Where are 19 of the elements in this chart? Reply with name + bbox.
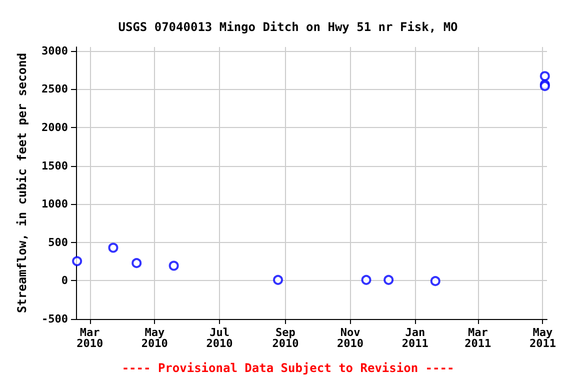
y-axis-title: Streamflow, in cubic feet per second bbox=[15, 52, 29, 314]
y-tick-label: 2500 bbox=[42, 82, 68, 96]
y-tick-label: 1000 bbox=[42, 198, 68, 211]
y-tick-label: 2000 bbox=[42, 120, 68, 134]
x-tick-label: Sep 2010 bbox=[272, 326, 299, 350]
chart-title: USGS 07040013 Mingo Ditch on Hwy 51 nr Fisk, MO bbox=[118, 20, 458, 34]
x-tick-label: May 2011 bbox=[529, 326, 556, 350]
y-tick-label: 500 bbox=[48, 236, 68, 249]
text: ---- Provisional Data Subject to Revision ---- bbox=[122, 361, 454, 375]
x-tick-label: May 2010 bbox=[141, 326, 168, 350]
x-tick-label: Jul 2010 bbox=[206, 326, 233, 350]
x-tick-label: Mar 2011 bbox=[464, 326, 492, 350]
y-tick-label: 3000 bbox=[42, 44, 68, 58]
x-tick-label: Mar 2010 bbox=[76, 326, 104, 350]
y-tick-label: 0 bbox=[61, 274, 68, 288]
x-tick-label: Nov 2010 bbox=[337, 326, 364, 350]
y-tick-label: 1500 bbox=[42, 159, 68, 172]
y-tick-label: -500 bbox=[42, 312, 68, 326]
x-tick-label: Jan 2011 bbox=[402, 326, 429, 350]
